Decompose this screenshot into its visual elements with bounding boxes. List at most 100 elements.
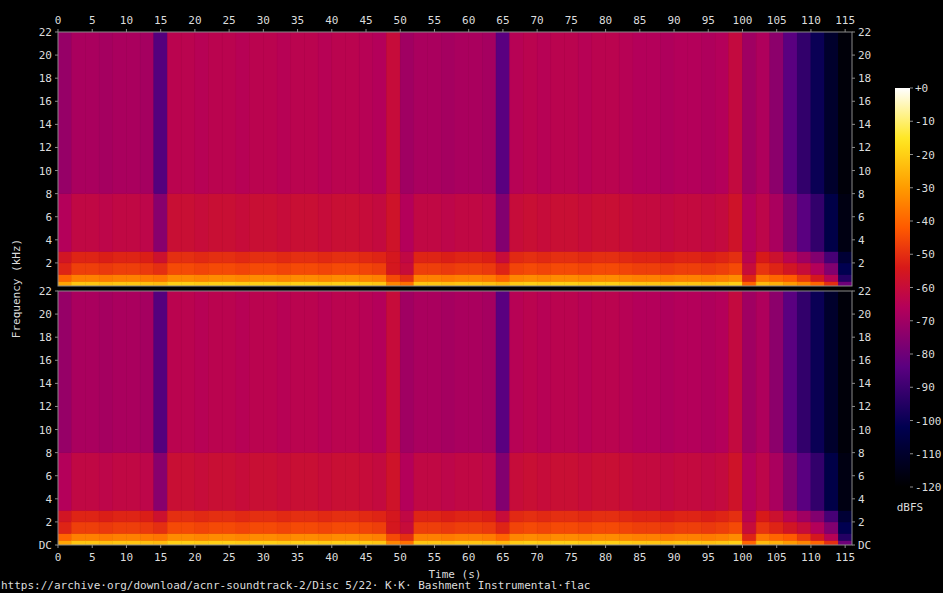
cell [756, 263, 770, 275]
cell [263, 274, 277, 281]
cell [181, 291, 195, 453]
cell [250, 32, 264, 194]
cell [345, 510, 359, 522]
cell [373, 263, 387, 275]
cell [647, 263, 661, 275]
cell [168, 32, 182, 194]
cell [236, 281, 250, 286]
x-tick [297, 545, 298, 548]
x-tick [160, 545, 161, 548]
x-tick [571, 29, 572, 32]
y-tick-label: 12 [39, 141, 52, 154]
y-tick-label: 16 [39, 95, 52, 108]
cell [291, 522, 305, 534]
cell [304, 194, 318, 252]
x-tick-label: 10 [120, 14, 133, 27]
cell [838, 281, 852, 286]
cell [770, 274, 784, 281]
cell [195, 263, 209, 275]
cell [345, 251, 359, 263]
cell [99, 510, 113, 522]
cell [756, 291, 770, 453]
cell [715, 32, 729, 194]
cell [701, 274, 715, 281]
cell [647, 540, 661, 545]
cell [537, 510, 551, 522]
cell [277, 32, 291, 194]
cell [510, 274, 524, 281]
cell [756, 522, 770, 534]
cell [496, 281, 510, 286]
x-tick [537, 29, 538, 32]
cell [742, 453, 756, 511]
cell [318, 540, 332, 545]
cell [373, 453, 387, 511]
cell [318, 533, 332, 540]
cell [770, 510, 784, 522]
x-tick-label: 20 [188, 551, 201, 564]
cell [619, 194, 633, 252]
cell [345, 453, 359, 511]
cell [565, 263, 579, 275]
cell [551, 533, 565, 540]
cell [469, 453, 483, 511]
cell [113, 510, 127, 522]
cell [58, 274, 72, 281]
colorbar-tick-label: -100 [915, 415, 942, 428]
cell [510, 533, 524, 540]
cell [332, 522, 346, 534]
cell [99, 32, 113, 194]
cell [811, 510, 825, 522]
cell [578, 274, 592, 281]
x-tick [776, 29, 777, 32]
cell [633, 453, 647, 511]
cell [291, 194, 305, 252]
cell [578, 32, 592, 194]
cell [647, 32, 661, 194]
plot-frame [58, 291, 852, 545]
cell [592, 274, 606, 281]
cell [209, 291, 223, 453]
x-tick [605, 29, 606, 32]
cell [428, 194, 442, 252]
cell [181, 281, 195, 286]
cell [359, 194, 373, 252]
x-tick [742, 29, 743, 32]
cell [565, 522, 579, 534]
cell [756, 540, 770, 545]
cell [318, 522, 332, 534]
cell [565, 533, 579, 540]
cell [414, 533, 428, 540]
cell [455, 194, 469, 252]
cell [195, 540, 209, 545]
y-tick [55, 55, 58, 56]
cell [701, 251, 715, 263]
cell [168, 291, 182, 453]
cell [304, 510, 318, 522]
colorbar-tick-label: -110 [915, 448, 942, 461]
cell [168, 533, 182, 540]
cell [304, 281, 318, 286]
x-tick-label: 115 [835, 551, 855, 564]
y-tick [852, 314, 855, 315]
cell [523, 540, 537, 545]
x-tick-label: 85 [633, 551, 646, 564]
cell [400, 251, 414, 263]
y-tick-label: 16 [39, 354, 52, 367]
cell [236, 510, 250, 522]
cell [469, 522, 483, 534]
cell [825, 263, 839, 275]
cell [742, 194, 756, 252]
y-tick [852, 475, 855, 476]
cell [660, 194, 674, 252]
cell [126, 533, 140, 540]
cell [606, 263, 620, 275]
cell [277, 510, 291, 522]
y-tick [55, 124, 58, 125]
cell [633, 194, 647, 252]
cell [838, 194, 852, 252]
y-tick [55, 147, 58, 148]
cell [496, 263, 510, 275]
y-tick [55, 475, 58, 476]
cell [113, 291, 127, 453]
